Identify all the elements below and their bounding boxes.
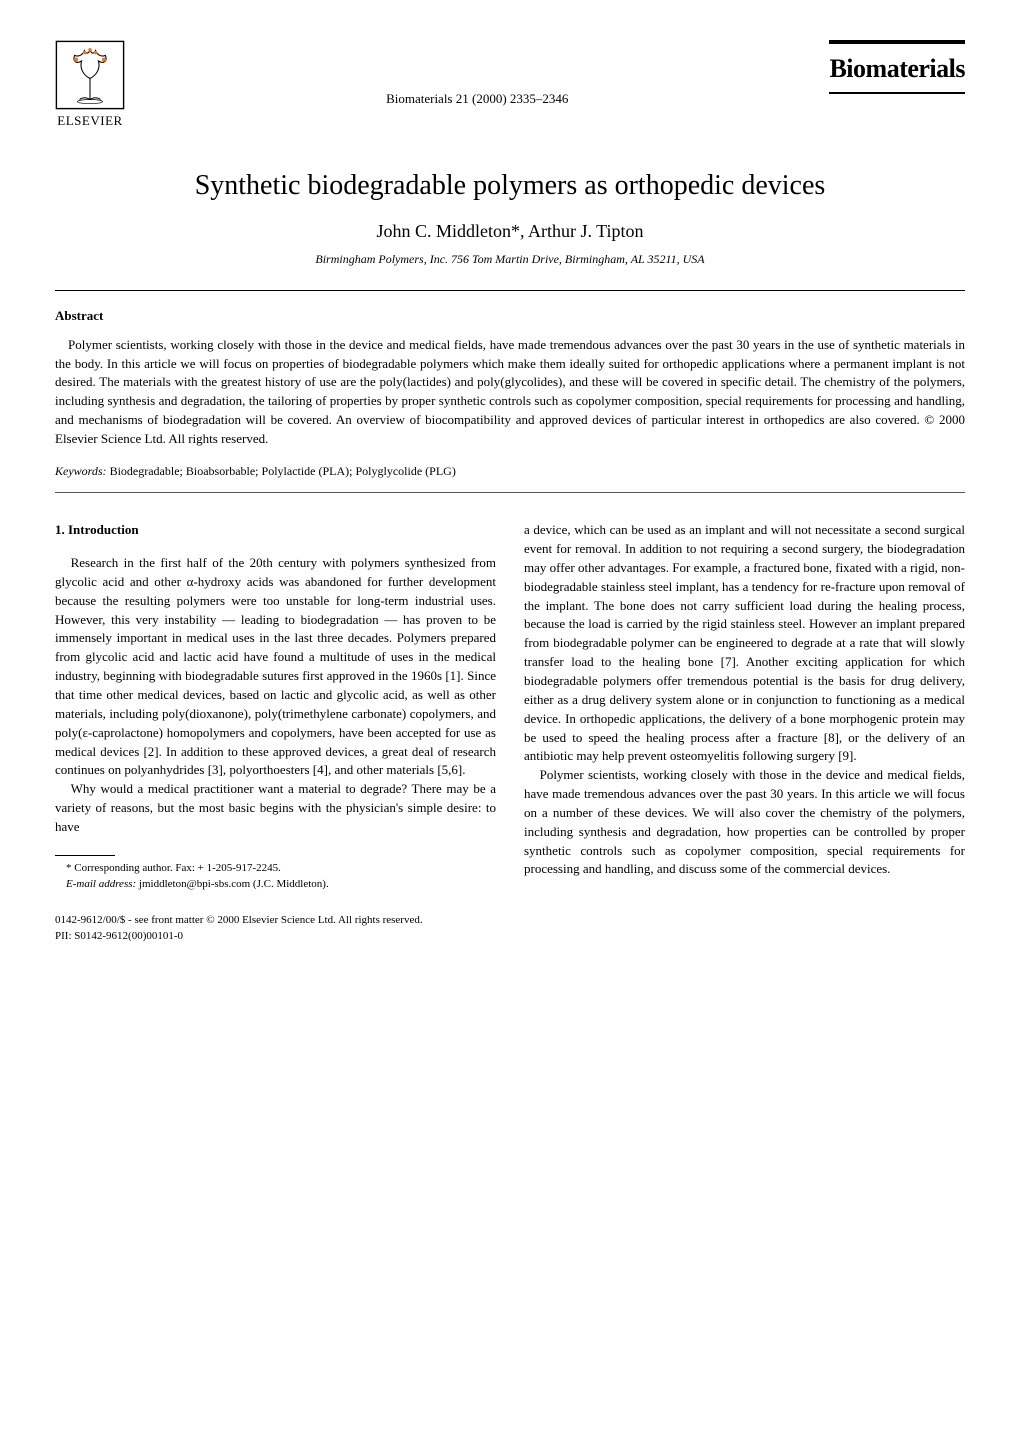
footnote-corresponding: * Corresponding author. Fax: + 1-205-917… (55, 861, 496, 877)
keywords-line: Keywords: Biodegradable; Bioabsorbable; … (55, 463, 965, 480)
abstract-heading: Abstract (55, 307, 965, 326)
footer-copyright: 0142-9612/00/$ - see front matter © 2000… (55, 913, 965, 929)
body-paragraph: Polymer scientists, working closely with… (524, 766, 965, 879)
publisher-logo-block: ELSEVIER (55, 40, 125, 131)
divider-thin (55, 492, 965, 493)
section-heading: 1. Introduction (55, 521, 496, 540)
footnote-divider (55, 855, 115, 856)
keywords-label: Keywords: (55, 464, 107, 478)
article-title: Synthetic biodegradable polymers as orth… (55, 166, 965, 207)
keywords-values: Biodegradable; Bioabsorbable; Polylactid… (110, 464, 456, 478)
body-paragraph: a device, which can be used as an implan… (524, 521, 965, 766)
citation-line: Biomaterials 21 (2000) 2335–2346 (125, 40, 829, 109)
body-paragraph: Why would a medical practitioner want a … (55, 780, 496, 837)
left-column: 1. Introduction Research in the first ha… (55, 521, 496, 892)
journal-name: Biomaterials (829, 40, 965, 94)
footnote-email-value: jmiddleton@bpi-sbs.com (J.C. Middleton). (139, 878, 329, 890)
divider (55, 290, 965, 291)
body-columns: 1. Introduction Research in the first ha… (55, 521, 965, 892)
body-paragraph: Research in the first half of the 20th c… (55, 554, 496, 780)
abstract-section: Abstract Polymer scientists, working clo… (55, 307, 965, 449)
publisher-name: ELSEVIER (57, 112, 122, 131)
footnote-email-label: E-mail address: (66, 878, 136, 890)
footnote-email: E-mail address: jmiddleton@bpi-sbs.com (… (55, 877, 496, 893)
footer-block: 0142-9612/00/$ - see front matter © 2000… (55, 913, 965, 945)
elsevier-tree-icon (55, 40, 125, 110)
right-column: a device, which can be used as an implan… (524, 521, 965, 892)
authors: John C. Middleton*, Arthur J. Tipton (55, 218, 965, 244)
abstract-text: Polymer scientists, working closely with… (55, 336, 965, 449)
affiliation: Birmingham Polymers, Inc. 756 Tom Martin… (55, 251, 965, 268)
footer-pii: PII: S0142-9612(00)00101-0 (55, 929, 965, 945)
page-header: ELSEVIER Biomaterials 21 (2000) 2335–234… (55, 40, 965, 131)
